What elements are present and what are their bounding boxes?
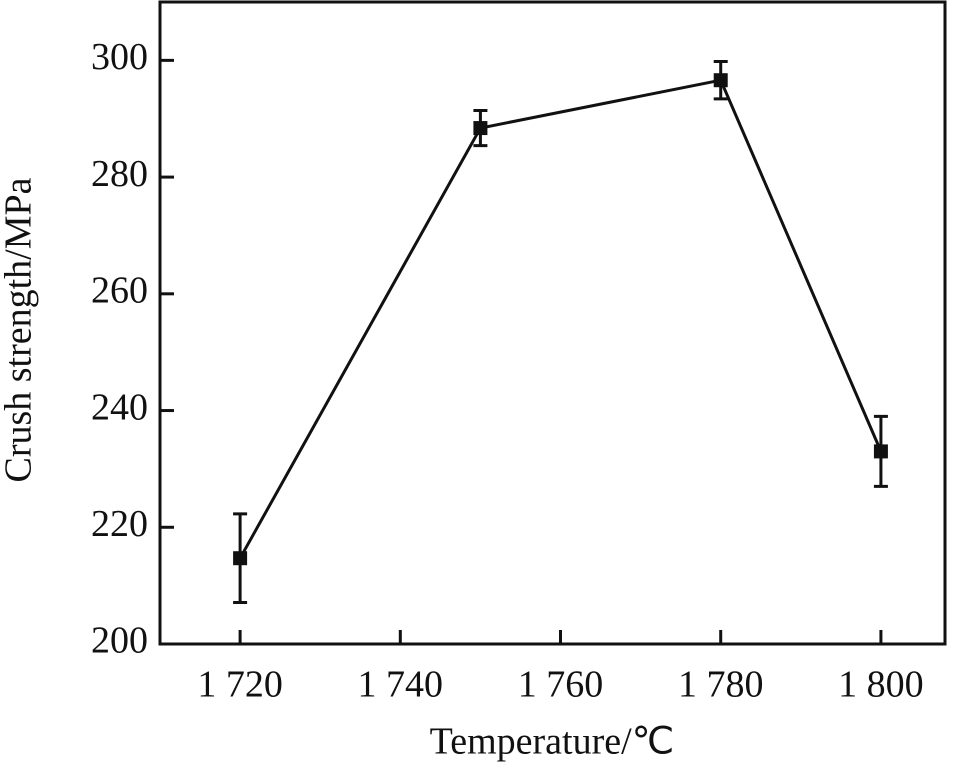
marker: [713, 73, 728, 88]
x-tick-label: 1 740: [358, 664, 444, 706]
plot-frame: [158, 0, 947, 646]
y-tick-label: 260: [91, 270, 148, 312]
marker: [873, 444, 888, 459]
y-tick-label: 220: [91, 503, 148, 545]
y-tick-label: 200: [91, 620, 148, 662]
y-tick-label: 280: [91, 153, 148, 195]
marker: [233, 551, 248, 566]
x-tick-label: 1 760: [518, 664, 604, 706]
x-axis-label: Temperature/℃: [430, 721, 675, 763]
x-tick-label: 1 720: [197, 664, 283, 706]
y-axis-label: Crush strength/MPa: [0, 177, 40, 482]
x-tick-label: 1 780: [678, 664, 764, 706]
marker: [473, 121, 488, 136]
line: [238, 78, 883, 559]
x-tick-label: 1 800: [838, 664, 924, 706]
y-tick-label: 240: [91, 386, 148, 428]
y-tick-label: 300: [91, 36, 148, 78]
